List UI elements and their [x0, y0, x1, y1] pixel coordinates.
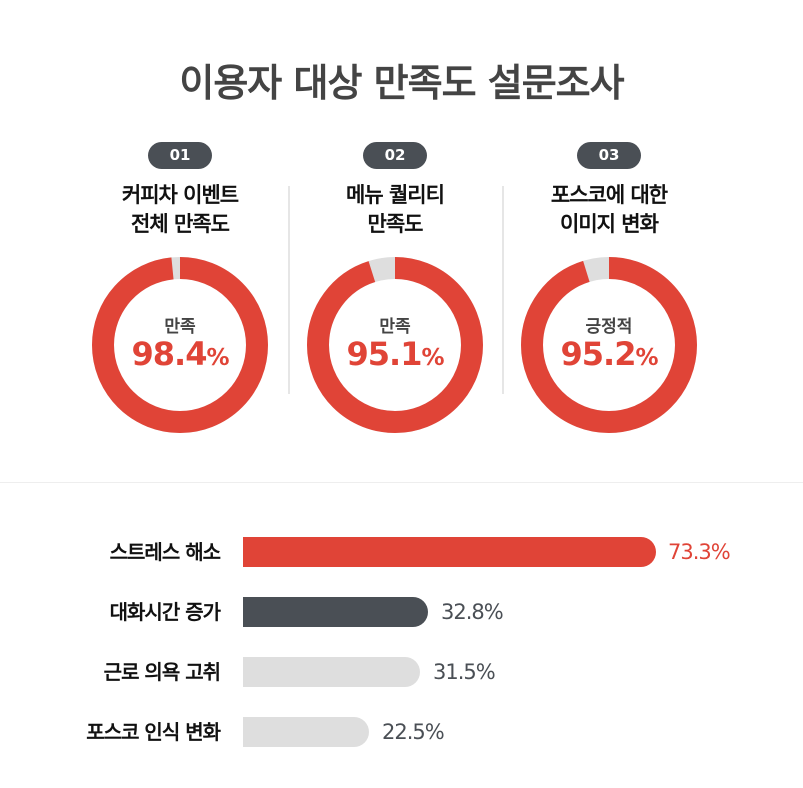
bar-label: 포스코 인식 변화 [86, 720, 221, 744]
bar-label: 대화시간 증가 [109, 600, 221, 624]
donut-chart-1: 만족 98.4% [92, 257, 268, 433]
number-badge: 03 [577, 142, 641, 169]
item-title-line1: 커피차 이벤트 [121, 183, 239, 207]
bar-label: 스트레스 해소 [109, 540, 221, 564]
number-badge: 02 [363, 142, 427, 169]
donut-label: 긍정적 [585, 317, 633, 337]
bar [243, 537, 656, 567]
item-title-line2: 전체 만족도 [131, 212, 230, 236]
item-title: 커피차 이벤트 전체 만족도 [73, 181, 287, 239]
bar-label: 근로 의욕 고취 [103, 660, 221, 684]
survey-item-3: 03 포스코에 대한 이미지 변화 [502, 142, 716, 239]
donut-value: 98.4% [92, 335, 268, 373]
item-title-line2: 이미지 변화 [560, 212, 659, 236]
number-badge: 01 [148, 142, 212, 169]
donut-label: 만족 [164, 317, 196, 337]
donut-value: 95.2% [521, 335, 697, 373]
value-number: 95.2 [560, 335, 637, 373]
bar-value: 22.5% [382, 720, 445, 744]
item-title-line1: 메뉴 퀄리티 [346, 183, 445, 207]
bar-row-conversation-time: 대화시간 증가 32.8% [0, 597, 803, 627]
survey-item-1: 01 커피차 이벤트 전체 만족도 [73, 142, 287, 239]
page-title: 이용자 대상 만족도 설문조사 [179, 61, 624, 105]
value-unit: % [635, 345, 658, 371]
bar [243, 717, 369, 747]
donut-ring [92, 257, 268, 433]
bar-row-stress-relief: 스트레스 해소 73.3% [0, 537, 803, 567]
bar-value: 31.5% [433, 660, 496, 684]
donut-value: 95.1% [307, 335, 483, 373]
donut-chart-3: 긍정적 95.2% [521, 257, 697, 433]
value-number: 95.1 [346, 335, 423, 373]
value-unit: % [206, 345, 229, 371]
bar [243, 657, 420, 687]
bar [243, 597, 428, 627]
survey-item-2: 02 메뉴 퀄리티 만족도 [288, 142, 502, 239]
bar-value: 73.3% [668, 540, 731, 564]
bar-row-posco-perception: 포스코 인식 변화 22.5% [0, 717, 803, 747]
donut-ring [307, 257, 483, 433]
column-divider [288, 186, 290, 394]
item-title-line2: 만족도 [367, 212, 424, 236]
item-title-line1: 포스코에 대한 [550, 183, 668, 207]
donut-chart-2: 만족 95.1% [307, 257, 483, 433]
section-divider [0, 482, 803, 483]
bar-value: 32.8% [441, 600, 504, 624]
item-title: 메뉴 퀄리티 만족도 [288, 181, 502, 239]
column-divider [502, 186, 504, 394]
item-title: 포스코에 대한 이미지 변화 [502, 181, 716, 239]
donut-label: 만족 [379, 317, 411, 337]
value-number: 98.4 [131, 335, 208, 373]
bar-row-work-motivation: 근로 의욕 고취 31.5% [0, 657, 803, 687]
value-unit: % [421, 345, 444, 371]
donut-ring [521, 257, 697, 433]
